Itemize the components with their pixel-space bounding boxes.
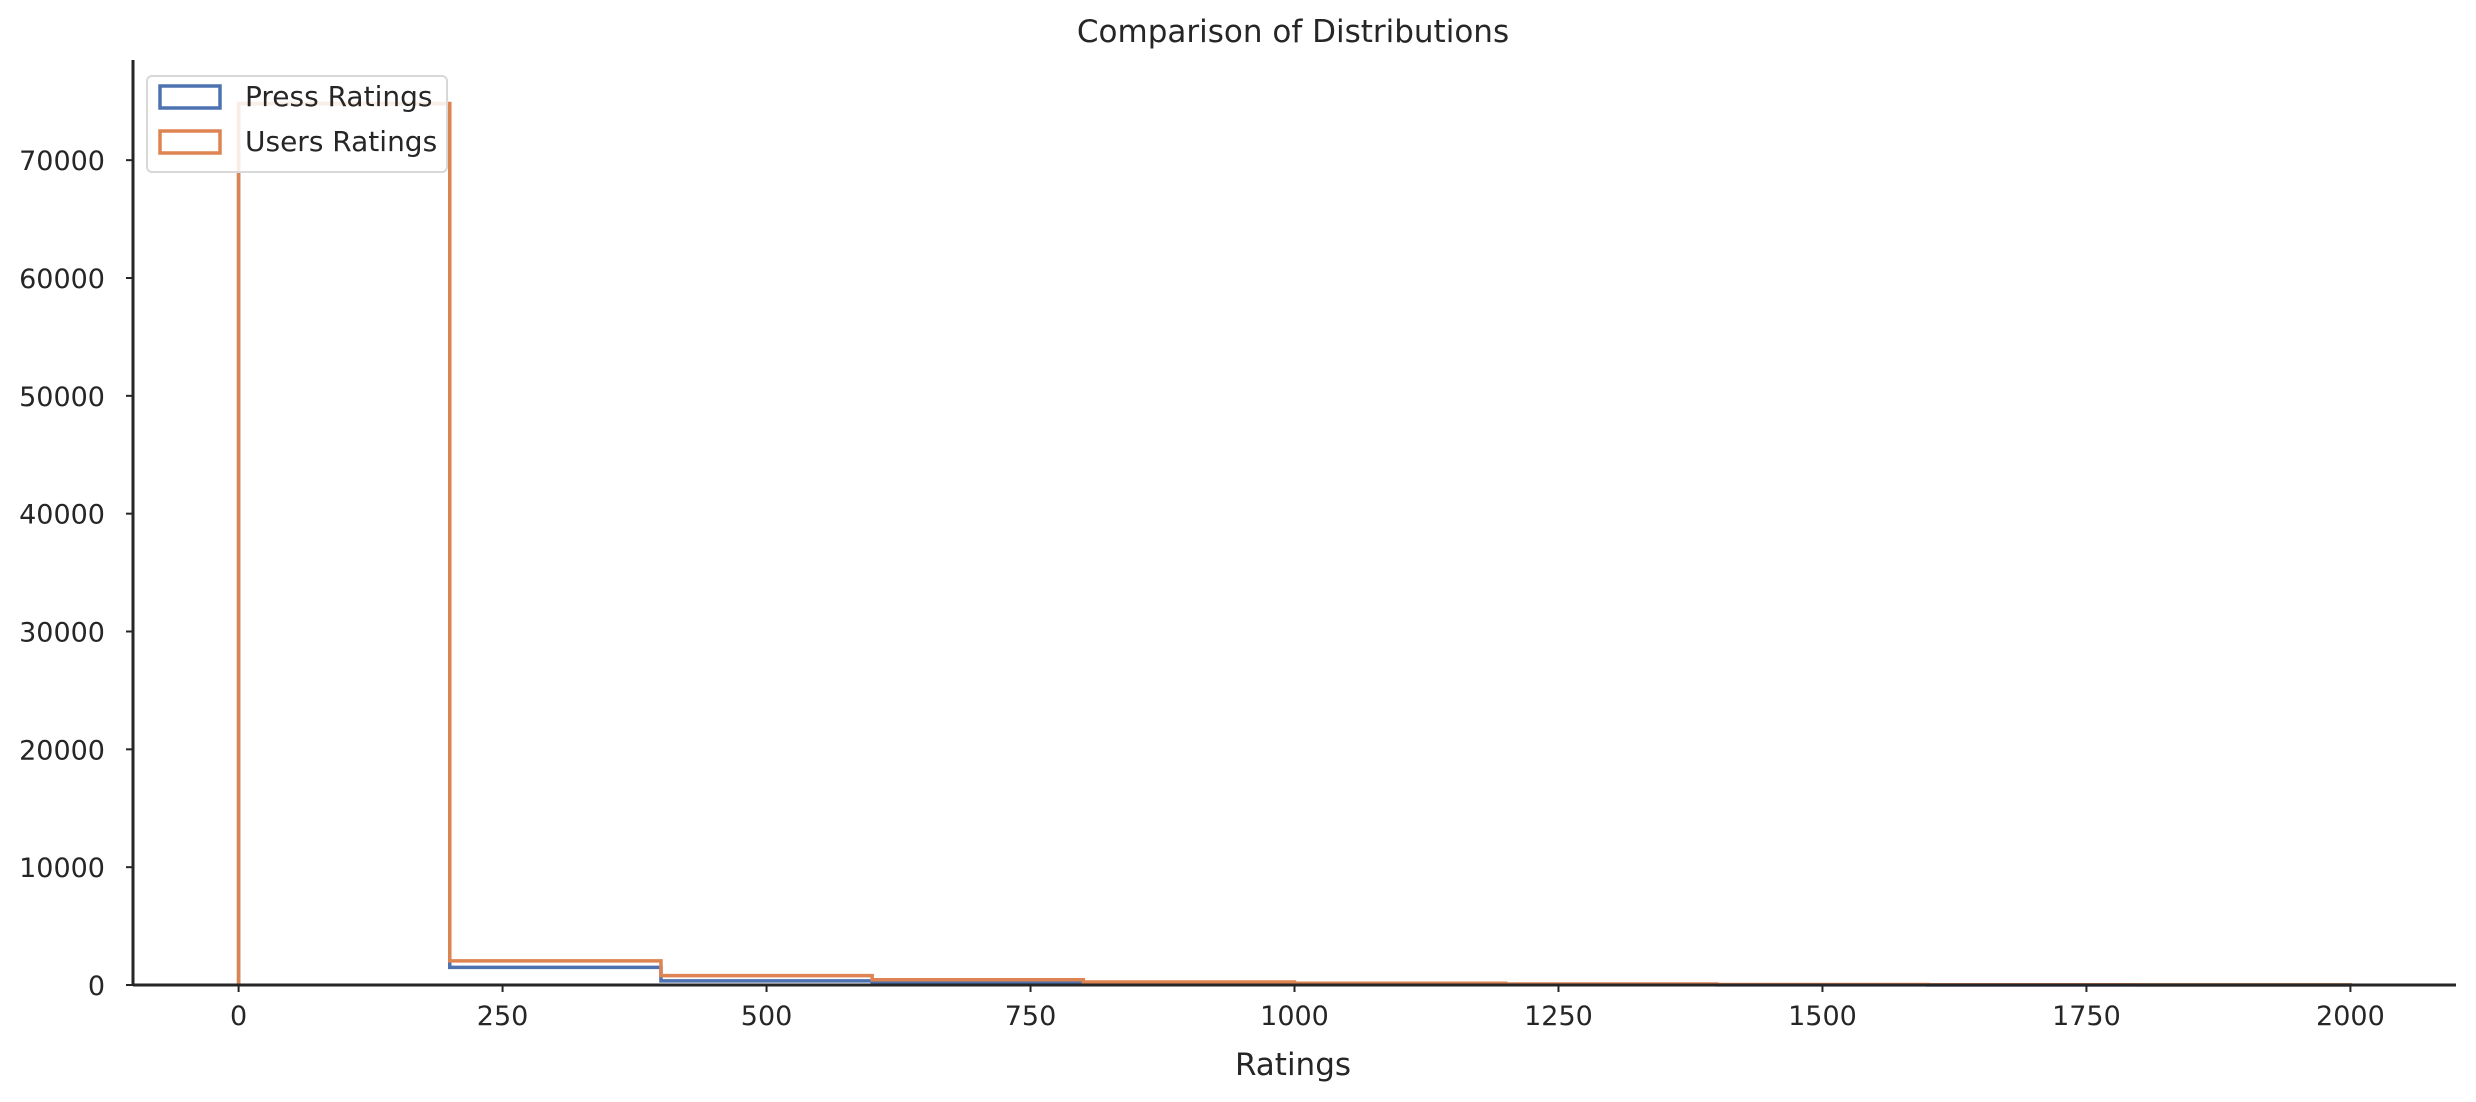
x-tick-label: 1750	[2052, 1001, 2121, 1032]
x-tick-label: 2000	[2316, 1001, 2385, 1032]
series-press-ratings-step	[236, 101, 2353, 987]
y-tick-label: 0	[88, 971, 105, 1002]
x-tick-label: 1000	[1260, 1001, 1329, 1032]
x-tick-label: 250	[477, 1001, 529, 1032]
legend-frame	[146, 75, 448, 173]
series-users-ratings-step	[236, 101, 2353, 987]
x-tick-label: 1500	[1788, 1001, 1857, 1032]
y-tick-label: 30000	[19, 617, 105, 648]
y-tick-label: 70000	[19, 146, 105, 177]
y-tick-label: 50000	[19, 382, 105, 413]
x-tick-label: 0	[230, 1001, 247, 1032]
legend: Press Ratings Users Ratings	[146, 75, 448, 173]
legend-label: Users Ratings	[245, 125, 437, 158]
x-tick-label: 750	[1005, 1001, 1057, 1032]
y-tick-label: 20000	[19, 735, 105, 766]
y-tick-label: 40000	[19, 500, 105, 531]
legend-label: Press Ratings	[245, 80, 432, 113]
y-tick-labels: 0 10000 20000 30000 40000 50000 60000 70000	[19, 146, 133, 1002]
x-tick-label: 1250	[1524, 1001, 1593, 1032]
legend-swatch	[158, 129, 222, 155]
x-tick-labels: 0 250 500 750 1000 1250 1500 1750 2000	[230, 985, 2385, 1032]
legend-swatch	[158, 84, 222, 110]
series-layer	[236, 101, 2353, 987]
x-tick-label: 500	[741, 1001, 793, 1032]
y-tick-label: 60000	[19, 264, 105, 295]
x-axis-label: Ratings	[1235, 1047, 1351, 1083]
chart-title: Comparison of Distributions	[1077, 14, 1509, 50]
y-tick-label: 10000	[19, 853, 105, 884]
